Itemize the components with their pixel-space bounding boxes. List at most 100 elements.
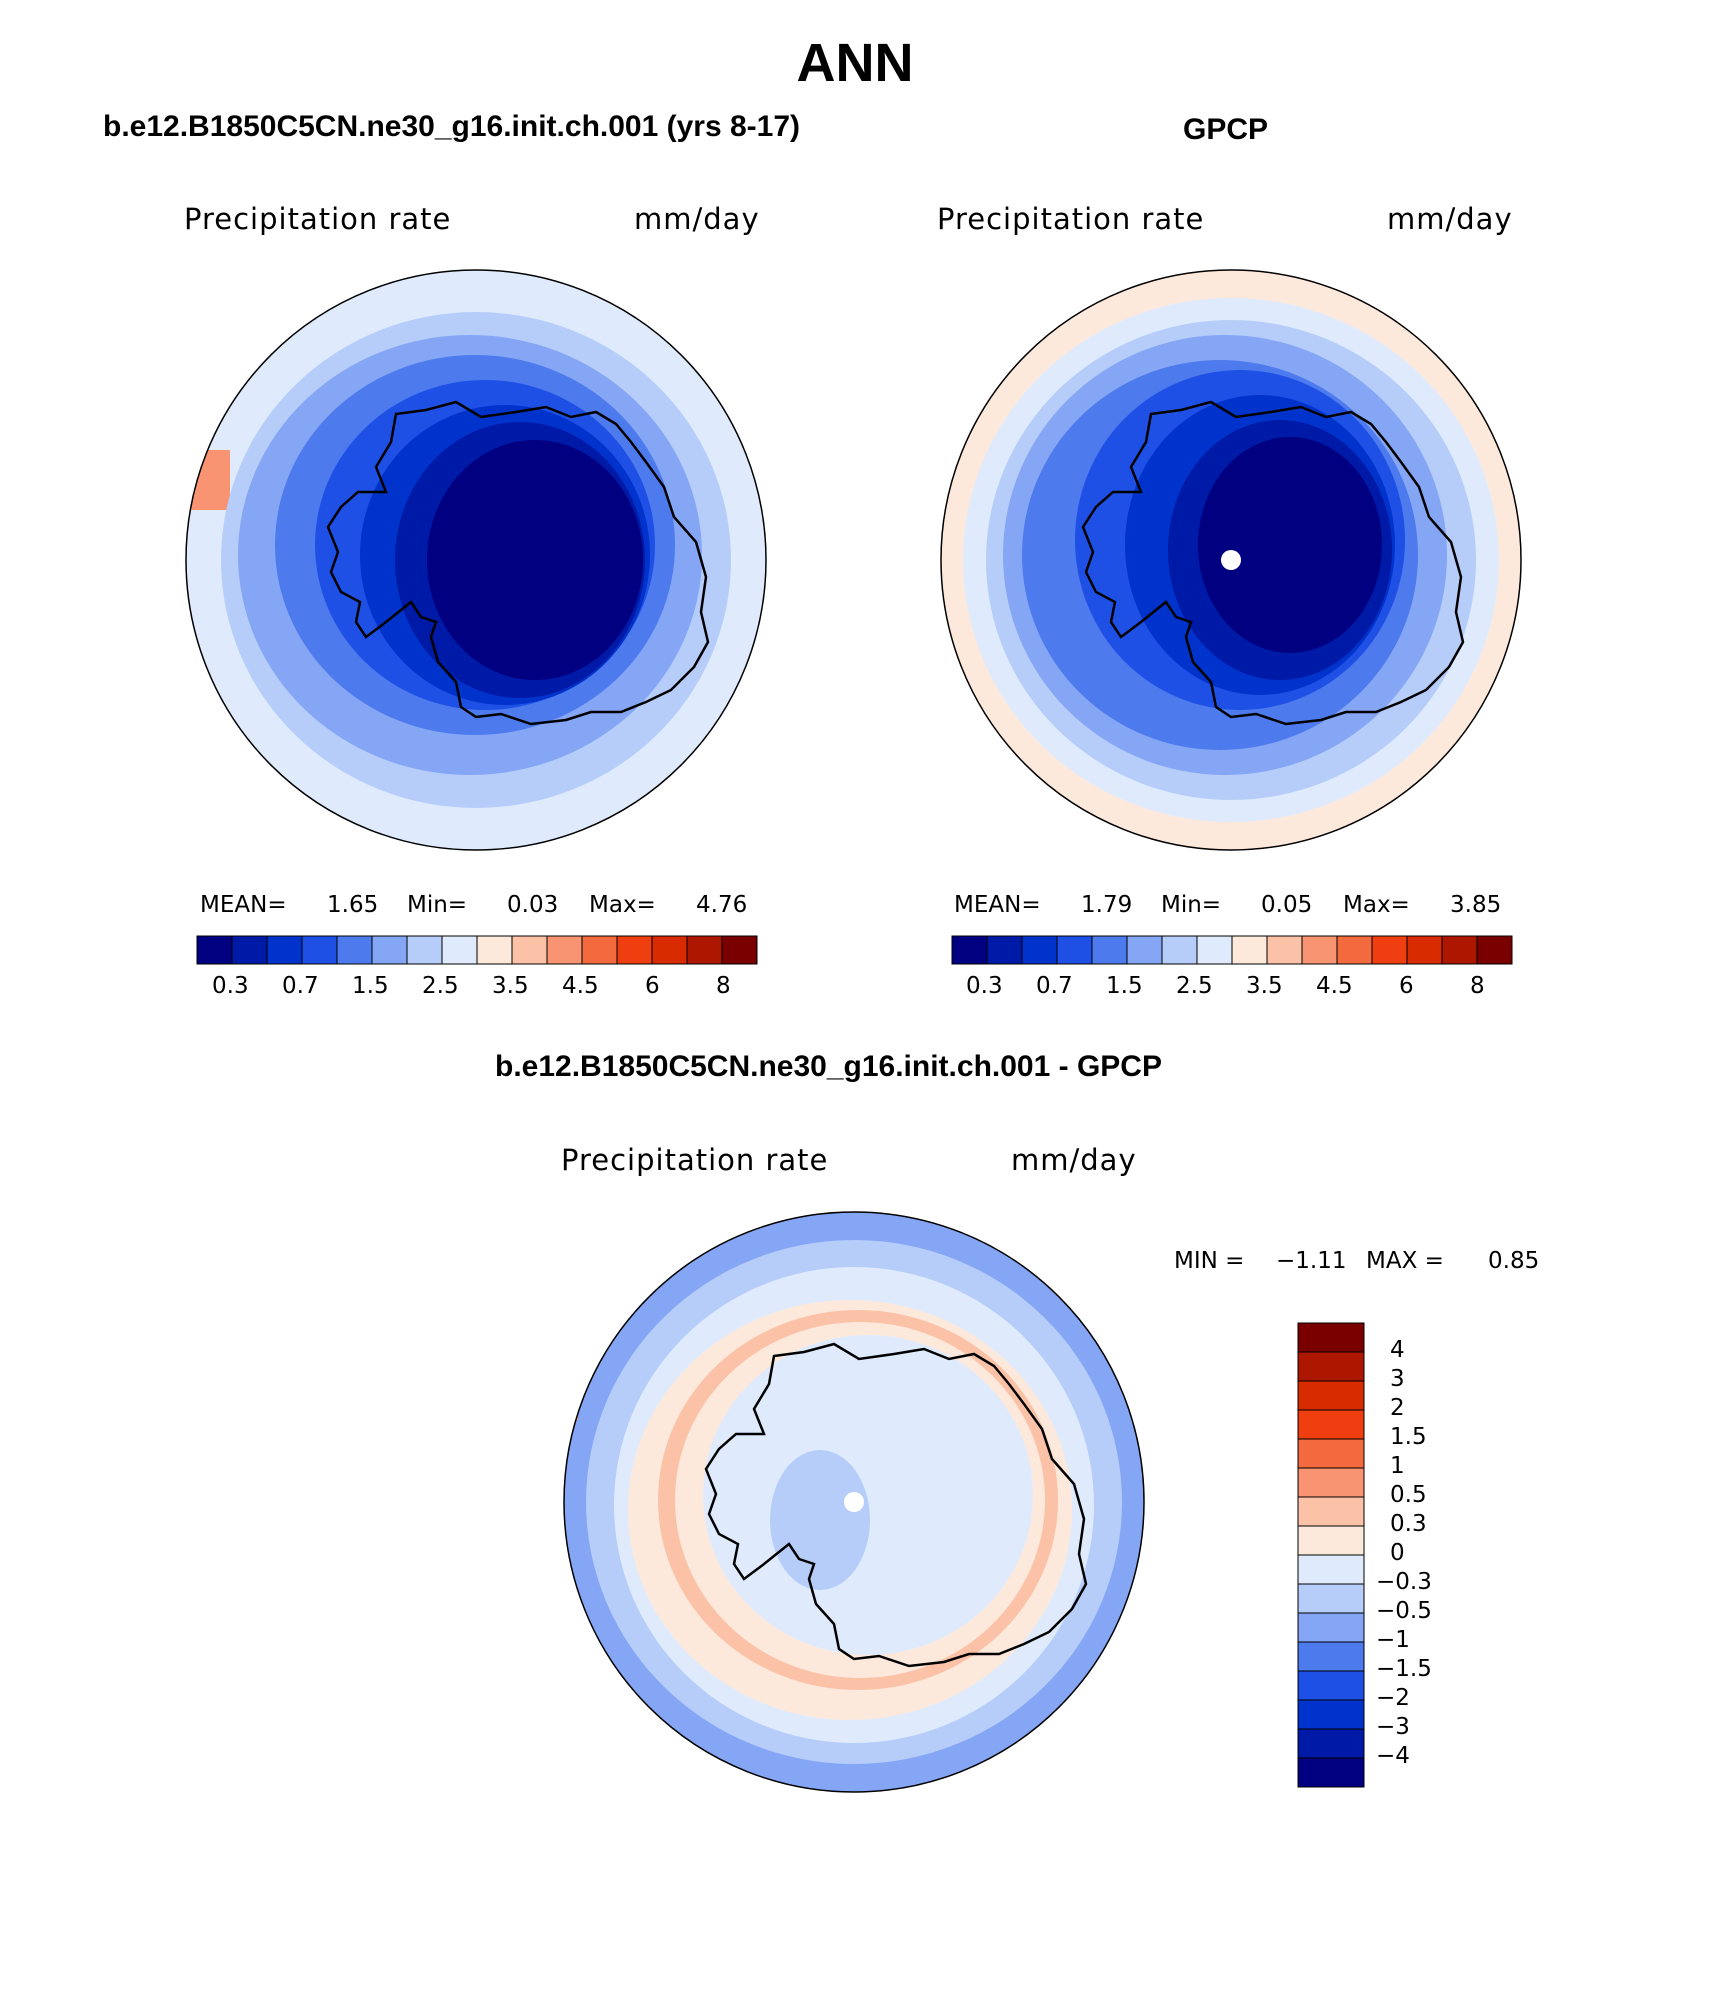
cbar3-cell — [1297, 1554, 1365, 1585]
colorbar-3-tick-12: −2 — [1376, 1685, 1410, 1711]
cbar1-cell — [546, 935, 583, 965]
cbar1-cell — [476, 935, 513, 965]
colorbar-2-tick-3: 2.5 — [1176, 973, 1213, 999]
cbar2-cell — [1091, 935, 1128, 965]
cbar3-cell — [1297, 1467, 1365, 1498]
colorbar-3-tick-14: −4 — [1376, 1743, 1410, 1769]
cbar2-cell — [1161, 935, 1198, 965]
panel-3-map — [563, 1211, 1145, 1793]
colorbar-1-tick-3: 2.5 — [422, 973, 459, 999]
cbar2-cell — [986, 935, 1023, 965]
panel-2-mean-value: 1.79 — [1081, 892, 1133, 918]
panel-3-min-label: MIN = — [1174, 1248, 1245, 1274]
colorbar-3-tick-4: 1 — [1390, 1453, 1405, 1479]
cbar1-cell — [301, 935, 338, 965]
colorbar-2-tick-7: 8 — [1470, 973, 1485, 999]
panel-2-variable-label: Precipitation rate — [937, 202, 1205, 236]
cbar3-cell — [1297, 1351, 1365, 1382]
colorbar-3-tick-8: −0.3 — [1376, 1569, 1432, 1595]
colorbar-2-tick-6: 6 — [1399, 973, 1414, 999]
colorbar-3-tick-6: 0.3 — [1390, 1511, 1427, 1537]
panel-1-min-value: 0.03 — [507, 892, 559, 918]
cbar3-cell — [1297, 1641, 1365, 1672]
panel-2-mean-label: MEAN= — [954, 892, 1041, 918]
colorbar-2-tick-5: 4.5 — [1316, 973, 1353, 999]
panel-3-max-label: MAX = — [1366, 1248, 1444, 1274]
panel-1-max-value: 4.76 — [696, 892, 748, 918]
cbar3-cell — [1297, 1612, 1365, 1643]
cbar1-cell — [231, 935, 268, 965]
cbar2-cell — [1476, 935, 1513, 965]
cbar3-cell — [1297, 1757, 1365, 1788]
cbar3-cell — [1297, 1699, 1365, 1730]
cbar1-cell — [651, 935, 688, 965]
cbar2-cell — [1336, 935, 1373, 965]
panel-1-max-label: Max= — [589, 892, 656, 918]
colorbar-1-tick-6: 6 — [645, 973, 660, 999]
cbar3-cell — [1297, 1380, 1365, 1411]
panel-2-max-label: Max= — [1343, 892, 1410, 918]
panel-1-variable-label: Precipitation rate — [184, 202, 452, 236]
panel-3-max-value: 0.85 — [1488, 1248, 1540, 1274]
colorbar-3-tick-13: −3 — [1376, 1714, 1410, 1740]
colorbar-3-tick-5: 0.5 — [1390, 1482, 1427, 1508]
colorbar-1-tick-2: 1.5 — [352, 973, 389, 999]
panel-3-variable-label: Precipitation rate — [561, 1143, 829, 1177]
colorbar-1 — [196, 935, 758, 965]
colorbar-1-tick-7: 8 — [716, 973, 731, 999]
cbar3-cell — [1297, 1670, 1365, 1701]
cbar2-cell — [1231, 935, 1268, 965]
colorbar-3-tick-3: 1.5 — [1390, 1424, 1427, 1450]
cbar1-cell — [196, 935, 233, 965]
cbar2-cell — [1301, 935, 1338, 965]
colorbar-2-tick-2: 1.5 — [1106, 973, 1143, 999]
colorbar-2 — [951, 935, 1513, 965]
panel-3-title: b.e12.B1850C5CN.ne30_g16.init.ch.001 - G… — [495, 1050, 1162, 1083]
panel-2-min-value: 0.05 — [1261, 892, 1313, 918]
colorbar-1-tick-0: 0.3 — [212, 973, 249, 999]
colorbar-3-tick-1: 3 — [1390, 1366, 1405, 1392]
panel-2-max-value: 3.85 — [1450, 892, 1502, 918]
colorbar-2-tick-0: 0.3 — [966, 973, 1003, 999]
colorbar-2-tick-1: 0.7 — [1036, 973, 1073, 999]
cbar3-cell — [1297, 1583, 1365, 1614]
cbar1-cell — [616, 935, 653, 965]
colorbar-3-tick-10: −1 — [1376, 1627, 1410, 1653]
panel-1-unit-label: mm/day — [634, 202, 760, 236]
panel-2-min-label: Min= — [1161, 892, 1222, 918]
panel-1-mean-label: MEAN= — [200, 892, 287, 918]
cbar3-cell — [1297, 1525, 1365, 1556]
cbar3-cell — [1297, 1409, 1365, 1440]
cbar3-cell — [1297, 1728, 1365, 1759]
cbar1-cell — [371, 935, 408, 965]
cbar1-cell — [266, 935, 303, 965]
colorbar-1-tick-5: 4.5 — [562, 973, 599, 999]
panel-1-mean-value: 1.65 — [327, 892, 379, 918]
cbar1-cell — [441, 935, 478, 965]
cbar2-cell — [1126, 935, 1163, 965]
page-title: ANN — [796, 33, 914, 93]
cbar1-cell — [511, 935, 548, 965]
colorbar-3-tick-9: −0.5 — [1376, 1598, 1432, 1624]
cbar1-cell — [336, 935, 373, 965]
panel-1-title: b.e12.B1850C5CN.ne30_g16.init.ch.001 (yr… — [103, 110, 801, 143]
cbar2-cell — [1371, 935, 1408, 965]
panel-1-min-label: Min= — [407, 892, 468, 918]
cbar3-cell — [1297, 1496, 1365, 1527]
panel-3-unit-label: mm/day — [1011, 1143, 1137, 1177]
cbar1-cell — [686, 935, 723, 965]
colorbar-2-tick-4: 3.5 — [1246, 973, 1283, 999]
cbar3-cell — [1297, 1322, 1365, 1353]
colorbar-1-tick-1: 0.7 — [282, 973, 319, 999]
cbar2-cell — [1056, 935, 1093, 965]
colorbar-3 — [1297, 1322, 1365, 1788]
colorbar-3-tick-7: 0 — [1390, 1540, 1405, 1566]
colorbar-3-tick-11: −1.5 — [1376, 1656, 1432, 1682]
colorbar-1-tick-4: 3.5 — [492, 973, 529, 999]
cbar2-cell — [1266, 935, 1303, 965]
colorbar-3-tick-2: 2 — [1390, 1395, 1405, 1421]
panel-1-map — [185, 269, 767, 851]
panel-2-unit-label: mm/day — [1387, 202, 1513, 236]
cbar1-cell — [721, 935, 758, 965]
